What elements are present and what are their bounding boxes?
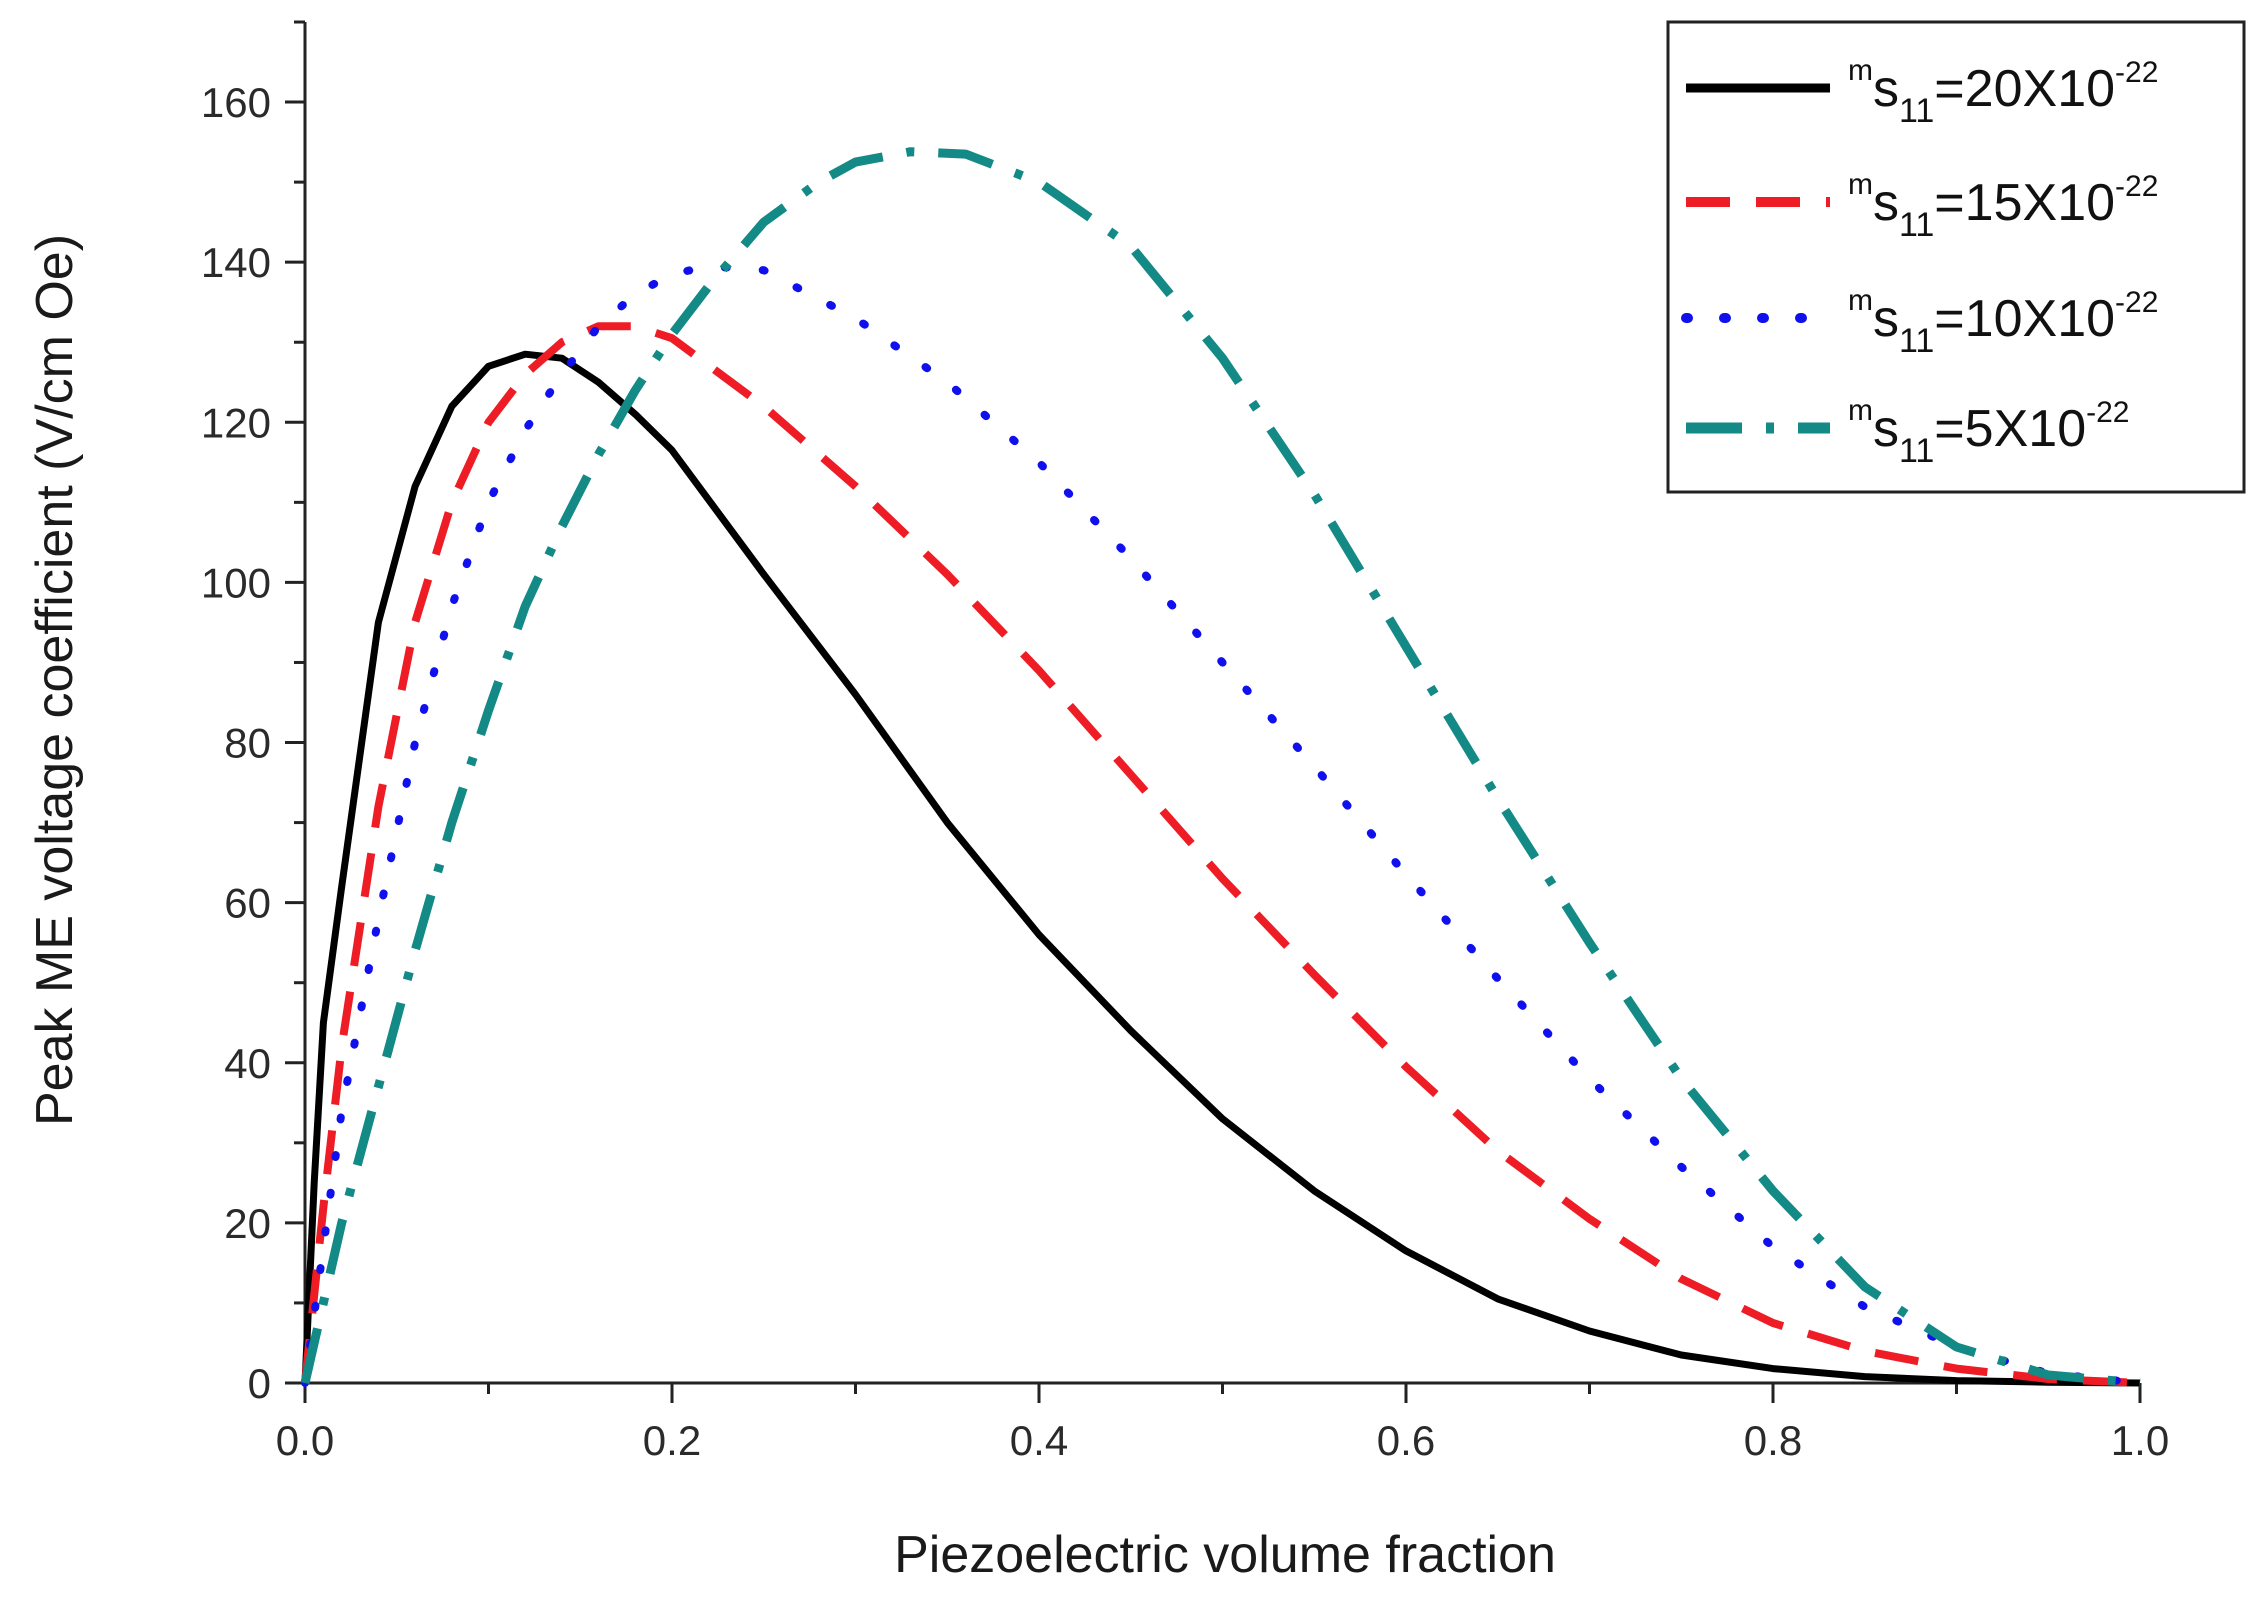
- axes: 0.0 0.2 0.4 0.6 0.8 1.0 0 20 40 60 80 100 120 140 160: [201, 20, 2169, 1464]
- legend-box: [1666, 20, 2246, 494]
- series-line-3: [301, 262, 2144, 1387]
- legend-sup: m: [1848, 284, 1873, 317]
- legend-exp: -22: [2115, 170, 2158, 203]
- series-line-1: [301, 350, 2141, 1387]
- legend-sub: 11: [1899, 92, 1934, 130]
- y-tick-label: 80: [224, 720, 271, 767]
- y-tick-label: 0: [248, 1360, 271, 1407]
- y-tick-label: 160: [201, 79, 271, 126]
- series-layer: [300, 147, 2144, 1388]
- legend: ms11=20X10-22ms11=15X10-22ms11=10X10-22m…: [1666, 20, 2246, 494]
- y-tick-label: 60: [224, 880, 271, 927]
- legend-base: s: [1873, 60, 1899, 118]
- legend-eq: =15X10: [1934, 174, 2115, 232]
- legend-sub: 11: [1899, 206, 1934, 244]
- legend-base: s: [1873, 400, 1899, 458]
- x-tick-label: 0.6: [1377, 1417, 1435, 1464]
- y-tick-label: 20: [224, 1200, 271, 1247]
- legend-sup: m: [1848, 394, 1873, 427]
- legend-eq: =20X10: [1934, 60, 2115, 118]
- legend-label-1: ms11=20X10-22: [1848, 54, 2158, 130]
- legend-base: s: [1873, 174, 1899, 232]
- series-line-2: [301, 322, 2141, 1387]
- y-tick-label: 140: [201, 239, 271, 286]
- x-tick-label: 0.8: [1744, 1417, 1802, 1464]
- y-axis-label: Peak ME voltage coefficient (V/cm Oe): [26, 234, 84, 1126]
- legend-label-3: ms11=10X10-22: [1848, 284, 2158, 360]
- legend-label-4: ms11=5X10-22: [1848, 394, 2129, 470]
- legend-base: s: [1873, 290, 1899, 348]
- legend-sup: m: [1848, 54, 1873, 87]
- legend-eq: =10X10: [1934, 290, 2115, 348]
- legend-exp: -22: [2115, 56, 2158, 89]
- x-tick-label: 0.4: [1010, 1417, 1068, 1464]
- legend-sup: m: [1848, 168, 1873, 201]
- x-tick-label: 0.2: [643, 1417, 701, 1464]
- y-tick-label: 120: [201, 399, 271, 446]
- x-tick-label: 0.0: [276, 1417, 334, 1464]
- legend-sub: 11: [1899, 322, 1934, 360]
- y-tick-label: 100: [201, 559, 271, 606]
- x-axis-label: Piezoelectric volume fraction: [894, 1526, 1556, 1584]
- x-tick-label: 1.0: [2111, 1417, 2169, 1464]
- legend-eq: =5X10: [1934, 400, 2086, 458]
- legend-sub: 11: [1899, 432, 1934, 470]
- legend-exp: -22: [2115, 286, 2158, 319]
- series-line-4: [300, 147, 2141, 1388]
- y-tick-label: 40: [224, 1040, 271, 1087]
- legend-label-2: ms11=15X10-22: [1848, 168, 2158, 244]
- legend-exp: -22: [2086, 396, 2129, 429]
